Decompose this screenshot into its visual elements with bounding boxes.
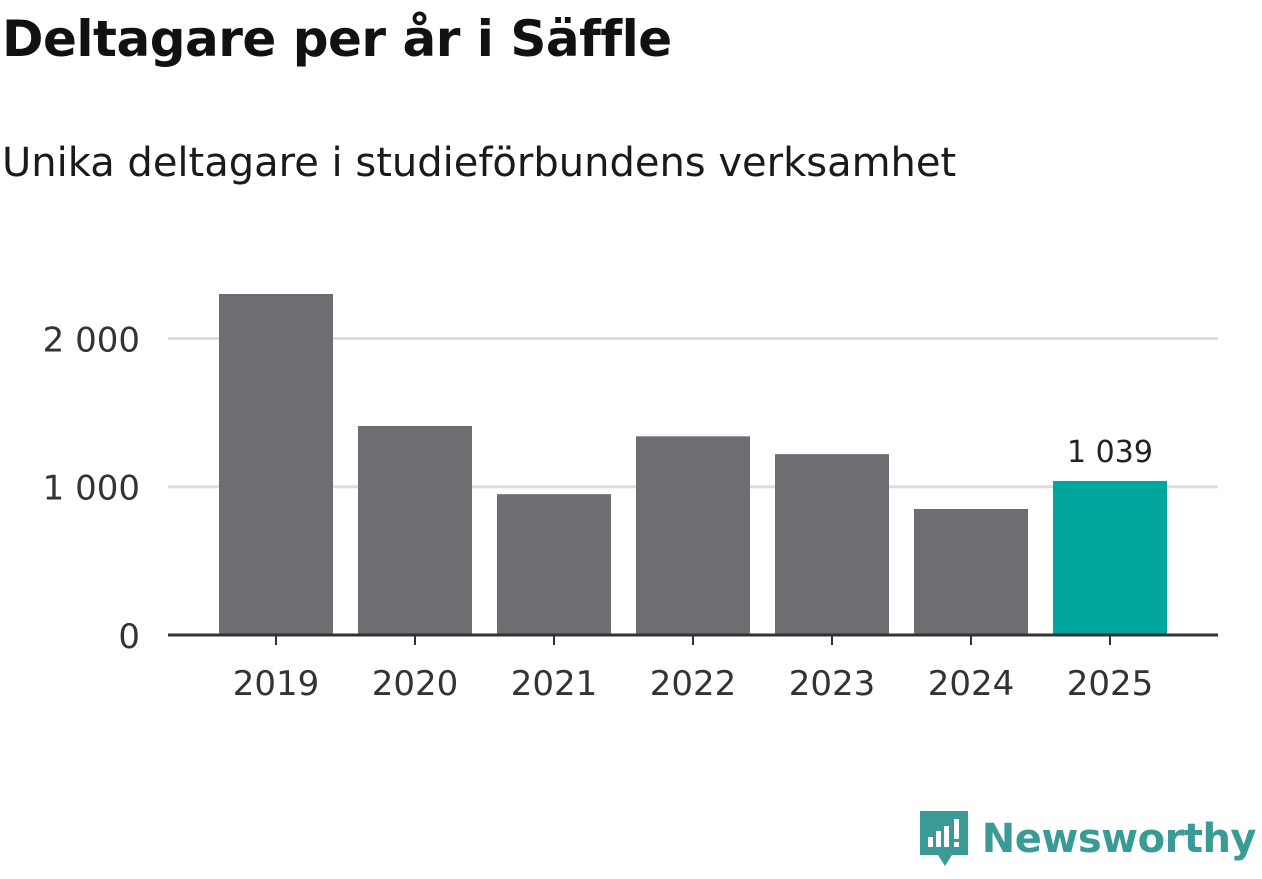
bar-2025 [1053, 480, 1167, 635]
bar-2019 [219, 294, 333, 635]
bar-2024 [914, 508, 1028, 635]
chart-title: Deltagare per år i Säffle [2, 10, 672, 68]
newsworthy-brand[interactable]: Newsworthy [918, 809, 1257, 869]
bar-2021 [497, 494, 611, 635]
x-tick-label: 2024 [928, 664, 1015, 704]
chart-subtitle: Unika deltagare i studieförbundens verks… [2, 140, 957, 186]
y-tick-label: 1 000 [43, 469, 140, 509]
brand-name: Newsworthy [981, 816, 1257, 862]
x-tick-label: 2020 [372, 664, 459, 704]
bar-2022 [636, 436, 750, 635]
x-tick-label: 2021 [511, 664, 598, 704]
data-label: 1 039 [1067, 435, 1153, 470]
y-tick-label: 2 000 [43, 320, 140, 360]
x-tick-label: 2022 [650, 664, 737, 704]
y-tick-label: 0 [118, 617, 140, 657]
x-tick-label: 2025 [1067, 664, 1154, 704]
newsworthy-logo-icon [919, 811, 968, 866]
bar-2023 [775, 454, 889, 635]
x-tick-label: 2019 [233, 664, 320, 704]
bar-2020 [358, 425, 472, 635]
x-tick-label: 2023 [789, 664, 876, 704]
